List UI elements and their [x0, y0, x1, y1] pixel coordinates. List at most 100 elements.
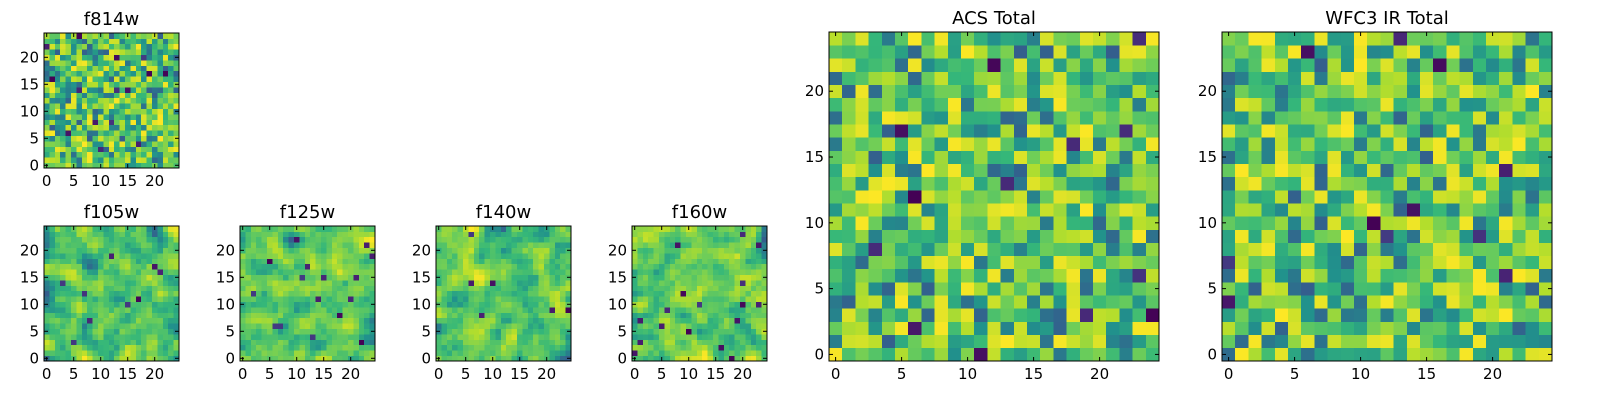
heatmap-cell [723, 307, 730, 313]
heatmap-cell [1433, 334, 1447, 349]
heatmap-cell [659, 317, 665, 324]
heatmap-cell [675, 334, 681, 340]
heatmap-cell [452, 247, 458, 254]
heatmap-cell [369, 258, 376, 265]
heatmap-cell [125, 43, 131, 50]
heatmap-cell [1340, 45, 1355, 59]
heatmap-cell [648, 350, 654, 356]
heatmap-cell [921, 58, 935, 72]
heatmap-cell [1538, 334, 1553, 349]
heatmap-cell [173, 307, 180, 313]
heatmap-cell [479, 312, 485, 319]
heatmap-cell [240, 344, 246, 351]
heatmap-cell [974, 216, 988, 230]
heatmap-cell [1222, 124, 1236, 138]
heatmap-cell [560, 312, 566, 319]
heatmap-cell [1145, 229, 1160, 243]
heatmap-cell [750, 285, 757, 292]
heatmap-cell [761, 339, 768, 346]
heatmap-cell [745, 274, 752, 281]
heatmap-cell [729, 344, 735, 351]
heatmap-cell [304, 317, 311, 324]
heatmap-cell [146, 33, 153, 39]
heatmap-cell [538, 263, 545, 270]
heatmap-cell [664, 269, 671, 275]
heatmap-cell [245, 269, 252, 275]
heatmap-cell [1406, 84, 1421, 99]
heatmap-cell [277, 323, 284, 329]
heatmap-cell [664, 317, 671, 324]
heatmap-cell [675, 328, 681, 335]
heatmap-cell [173, 242, 180, 248]
heatmap-cell [337, 328, 343, 335]
heatmap-cell [1132, 84, 1147, 99]
heatmap-cell [146, 135, 153, 142]
heatmap-cell [696, 350, 703, 356]
heatmap-cell [908, 255, 922, 270]
heatmap-cell [544, 242, 550, 248]
heatmap-cell [130, 60, 137, 66]
heatmap-cell [1538, 216, 1553, 230]
heatmap-cell [947, 216, 962, 230]
heatmap-cell [81, 269, 88, 275]
heatmap-cell [549, 350, 556, 356]
heatmap-cell [146, 151, 153, 158]
heatmap-cell [1354, 137, 1368, 151]
heatmap-cell [1525, 71, 1540, 85]
heatmap-cell [358, 350, 365, 356]
heatmap-cell [272, 290, 279, 297]
heatmap-cell [680, 355, 687, 362]
heatmap-cell [168, 162, 174, 169]
heatmap-cell [1512, 71, 1526, 85]
heatmap-cell [125, 87, 131, 93]
heatmap-cell [240, 312, 246, 319]
heatmap-cell [895, 347, 909, 362]
heatmap-cell [157, 334, 164, 340]
heatmap-cell [446, 307, 453, 313]
heatmap-cell [54, 130, 61, 136]
heatmap-cell [103, 124, 110, 131]
heatmap-cell [446, 334, 453, 340]
heatmap-cell [71, 242, 77, 248]
heatmap-cell [54, 162, 61, 169]
heatmap-cell [452, 355, 458, 362]
heatmap-cell [114, 157, 120, 163]
heatmap-cell [119, 70, 126, 77]
heatmap-cell [723, 344, 730, 351]
heatmap-cell [250, 231, 257, 238]
heatmap-cell [1261, 295, 1276, 309]
heatmap-cell [304, 285, 311, 292]
heatmap-cell [829, 268, 843, 283]
heatmap-cell [60, 231, 66, 238]
heatmap-cell [1420, 150, 1434, 164]
heatmap-cell [554, 226, 561, 232]
heatmap-cell [829, 137, 843, 151]
heatmap-cell [299, 253, 306, 259]
heatmap-cell [463, 328, 469, 335]
heatmap-cell [745, 236, 752, 243]
heatmap-cell [702, 236, 708, 243]
heatmap-cell [294, 280, 300, 286]
heatmap-cell [452, 317, 458, 324]
heatmap-cell [1093, 58, 1107, 72]
heatmap-cell [544, 258, 550, 265]
heatmap-cell [49, 323, 56, 329]
heatmap-cell [353, 290, 360, 297]
heatmap-cell [342, 312, 349, 319]
heatmap-cell [441, 301, 448, 308]
heatmap-cell [135, 344, 142, 351]
heatmap-cell [353, 328, 360, 335]
heatmap-cell [479, 285, 485, 292]
heatmap-cell [908, 203, 922, 217]
heatmap-cell [1538, 229, 1553, 243]
heatmap-cell [745, 312, 752, 319]
x-tick-label: 15 [1024, 365, 1043, 383]
heatmap-cell [452, 334, 458, 340]
heatmap-cell [261, 323, 268, 329]
heatmap-cell [103, 70, 110, 77]
heatmap-cell [527, 312, 534, 319]
heatmap-cell [87, 157, 93, 163]
heatmap-cell [457, 269, 464, 275]
heatmap-cell [842, 295, 856, 309]
heatmap-cell [81, 280, 88, 286]
